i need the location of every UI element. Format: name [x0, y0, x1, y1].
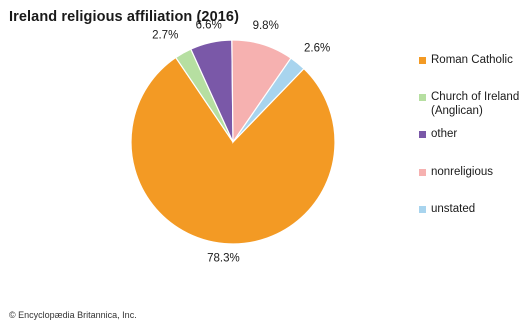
- legend-label-church-of-ireland-line2: (Anglican): [431, 105, 483, 117]
- legend-swatch-nonreligious: [419, 169, 426, 176]
- value-label-church-of-ireland-anglican: 2.7%: [152, 29, 178, 41]
- pie-slice-unstated: [232, 57, 305, 143]
- copyright-credit: © Encyclopædia Britannica, Inc.: [9, 310, 137, 320]
- chart-title: Ireland religious affiliation (2016): [9, 9, 240, 25]
- value-label-nonreligious: 9.8%: [253, 20, 279, 32]
- legend-swatch-other: [419, 131, 426, 138]
- legend-swatch-roman-catholic: [419, 57, 426, 64]
- legend-label-nonreligious: nonreligious: [431, 166, 494, 178]
- legend-label-other: other: [431, 128, 458, 140]
- value-label-roman-catholic: 78.3%: [207, 253, 240, 265]
- legend-label-church-of-ireland-line1: Church of Ireland: [431, 91, 520, 103]
- pie-value-labels: 78.3% 2.7% 6.6% 9.8% 2.6%: [152, 20, 330, 265]
- value-label-other: 6.6%: [196, 20, 222, 32]
- legend-label-unstated: unstated: [431, 203, 476, 215]
- pie-slices: [130, 39, 336, 245]
- legend-swatch-unstated: [419, 206, 426, 213]
- pie-slice-roman-catholic: [130, 56, 336, 245]
- value-label-unstated: 2.6%: [304, 42, 330, 54]
- legend-swatch-church-of-ireland: [419, 94, 426, 101]
- legend-label-roman-catholic: Roman Catholic: [431, 54, 513, 66]
